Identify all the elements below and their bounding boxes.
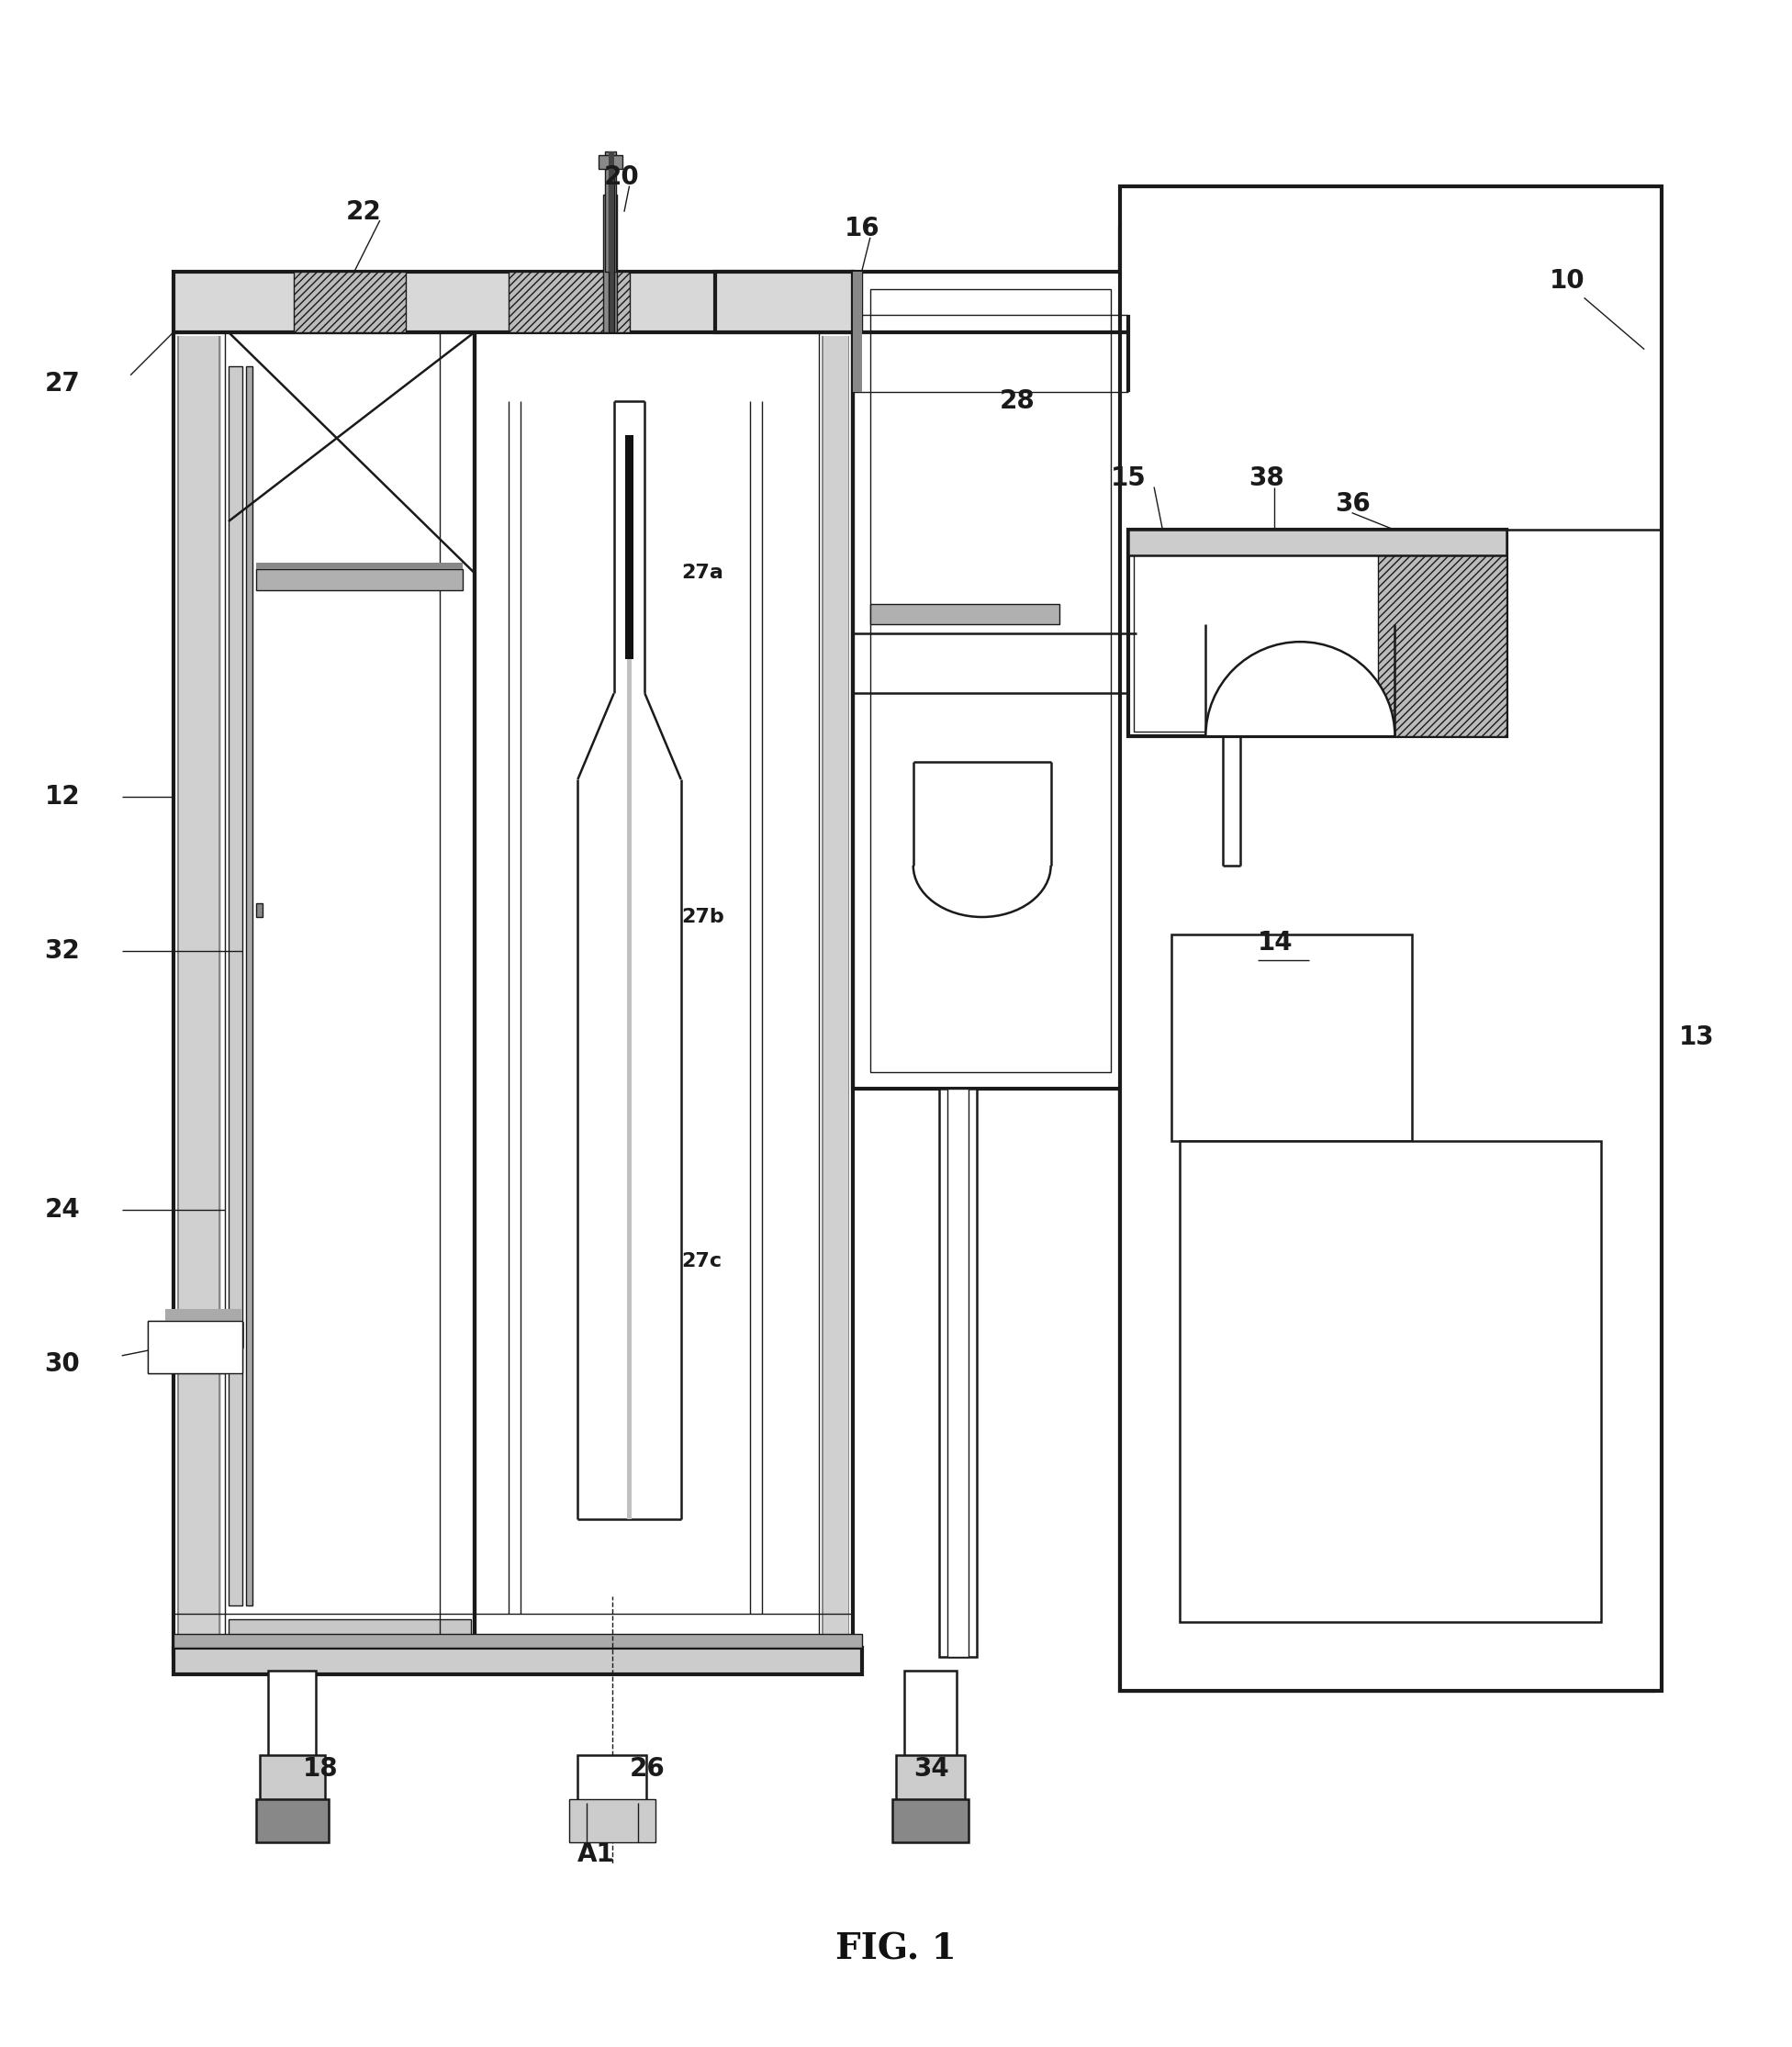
Bar — [165, 1322, 242, 1347]
Bar — [627, 659, 633, 1519]
Bar — [625, 436, 634, 659]
Text: 27c: 27c — [681, 1253, 722, 1271]
Bar — [174, 272, 853, 332]
Text: 22: 22 — [346, 199, 382, 225]
Bar — [174, 1648, 862, 1674]
Bar — [570, 1799, 656, 1842]
Bar — [256, 569, 462, 590]
Text: 30: 30 — [45, 1351, 81, 1378]
Bar — [609, 151, 615, 272]
Text: A1: A1 — [577, 1842, 615, 1867]
Bar — [229, 1619, 471, 1654]
Bar — [1378, 530, 1507, 737]
Bar — [853, 272, 1129, 1089]
Bar — [509, 272, 629, 332]
Bar — [1133, 534, 1502, 731]
Text: 20: 20 — [604, 164, 640, 190]
Bar — [853, 272, 862, 393]
Bar — [256, 903, 263, 917]
Bar — [1129, 530, 1507, 557]
Bar — [1120, 229, 1652, 1691]
Bar — [892, 1799, 968, 1842]
Text: 18: 18 — [303, 1756, 339, 1781]
Bar — [609, 178, 615, 332]
Bar — [939, 1089, 977, 1656]
Text: 15: 15 — [1111, 465, 1147, 491]
Bar — [147, 1320, 242, 1374]
Bar — [604, 194, 616, 332]
Bar — [948, 1089, 968, 1656]
Text: 38: 38 — [1249, 465, 1285, 491]
Text: 16: 16 — [844, 217, 880, 242]
Bar — [871, 604, 1059, 624]
Bar — [715, 272, 853, 332]
Text: 27a: 27a — [681, 563, 724, 581]
Bar — [1172, 933, 1412, 1140]
Bar — [1179, 1140, 1602, 1623]
Text: FIG. 1: FIG. 1 — [835, 1932, 957, 1967]
Bar — [896, 1754, 964, 1803]
Bar — [269, 1670, 315, 1760]
Bar — [1120, 186, 1661, 1691]
Text: 34: 34 — [914, 1756, 948, 1781]
Bar — [256, 1799, 328, 1842]
Bar — [823, 336, 849, 1654]
Bar — [853, 272, 862, 332]
Bar — [246, 366, 253, 1605]
Bar — [1129, 530, 1507, 737]
Text: 13: 13 — [1679, 1026, 1715, 1050]
Bar — [577, 1754, 647, 1803]
Text: 14: 14 — [1258, 929, 1292, 956]
Text: 32: 32 — [45, 940, 81, 964]
Bar — [905, 1670, 957, 1760]
Bar — [606, 151, 616, 272]
Bar — [256, 563, 462, 569]
Text: 28: 28 — [1000, 389, 1034, 413]
Text: 10: 10 — [1550, 268, 1586, 293]
Text: 26: 26 — [629, 1756, 665, 1781]
Bar — [871, 289, 1111, 1073]
Bar — [177, 336, 222, 1654]
Bar — [260, 1754, 324, 1803]
Bar — [165, 1310, 242, 1322]
Text: 12: 12 — [45, 784, 81, 809]
Wedge shape — [1206, 643, 1394, 737]
Text: 27: 27 — [45, 371, 81, 397]
Text: 27b: 27b — [681, 907, 724, 925]
Text: 24: 24 — [45, 1197, 81, 1222]
Bar — [229, 366, 242, 1605]
Bar — [294, 272, 405, 332]
Bar — [174, 1634, 862, 1648]
Text: 36: 36 — [1335, 491, 1371, 518]
Bar — [599, 156, 622, 168]
